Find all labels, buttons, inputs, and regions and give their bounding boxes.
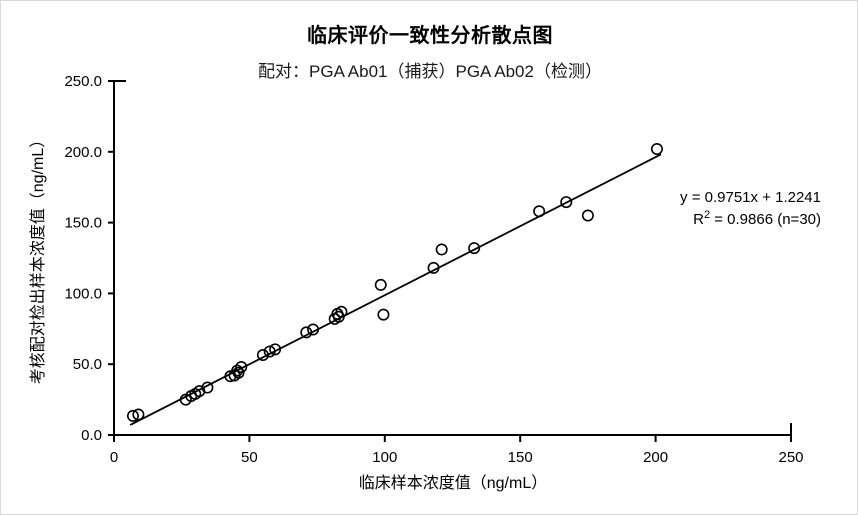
plot-axes: [113, 80, 792, 436]
x-tick-label-250: 250: [778, 449, 803, 466]
data-point: [132, 408, 145, 421]
r-squared-prefix: R: [693, 211, 704, 228]
data-point: [533, 205, 546, 218]
data-point: [269, 343, 282, 356]
x-axis-tick-labels: 0 50 100 150 200 250: [110, 449, 804, 466]
data-point: [650, 142, 663, 155]
data-point: [377, 308, 390, 321]
x-tick-label-100: 100: [372, 449, 397, 466]
data-point: [560, 196, 573, 209]
y-axis-ticks: [108, 80, 114, 436]
y-tick-label-0: 0.0: [81, 427, 102, 444]
x-tick-label-0: 0: [110, 449, 118, 466]
y-tick-label-150: 150.0: [64, 215, 102, 232]
data-point: [300, 326, 313, 339]
data-point: [374, 278, 387, 291]
data-point: [435, 243, 448, 256]
y-tick-label-200: 200.0: [64, 144, 102, 161]
data-point: [235, 361, 248, 374]
data-point: [581, 209, 594, 222]
chart-title: 临床评价一致性分析散点图: [307, 25, 553, 47]
r-squared-superscript: 2: [704, 209, 710, 221]
x-tick-label-150: 150: [508, 449, 533, 466]
y-tick-label-250: 250.0: [64, 73, 102, 90]
data-point: [263, 345, 276, 358]
data-point: [256, 348, 269, 361]
regression-line: [129, 153, 662, 426]
x-axis-title: 临床样本浓度值（ng/mL）: [359, 474, 547, 492]
chart-subtitle: 配对：PGA Ab01（捕获）PGA Ab02（检测）: [258, 62, 602, 81]
x-tick-label-200: 200: [643, 449, 668, 466]
r-squared-rest: = 0.9866 (n=30): [710, 211, 821, 228]
equation-annotation: y = 0.9751x + 1.2241: [680, 189, 821, 206]
r-squared-annotation: R2 = 0.9866 (n=30): [693, 209, 821, 228]
data-point: [468, 242, 481, 255]
data-point: [232, 366, 245, 379]
data-point: [332, 310, 345, 323]
data-point: [189, 387, 202, 400]
y-axis-tick-labels: 0.0 50.0 100.0 150.0 200.0 250.0: [64, 73, 102, 444]
y-tick-label-100: 100.0: [64, 285, 102, 302]
data-point: [307, 323, 320, 336]
x-axis-ticks: [113, 435, 792, 442]
x-tick-label-50: 50: [241, 449, 258, 466]
data-point: [201, 381, 214, 394]
scatter-markers: [126, 142, 663, 422]
y-tick-label-50: 50.0: [73, 356, 102, 373]
y-axis-title: 考核配对检出样本浓度值（ng/mL）: [29, 132, 47, 384]
data-point: [126, 409, 139, 422]
data-point: [231, 364, 244, 377]
data-point: [427, 261, 440, 274]
